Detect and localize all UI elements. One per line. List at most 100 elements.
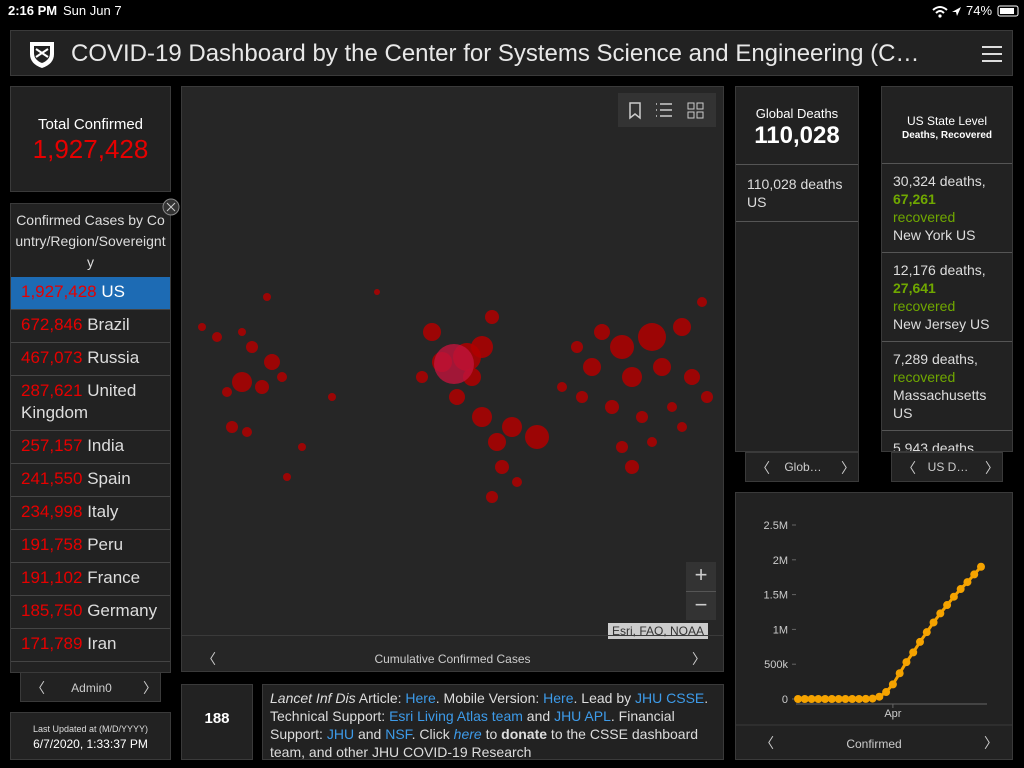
next-button[interactable]: 〉 — [841, 460, 855, 476]
country-row[interactable]: 171,789 Iran — [11, 629, 170, 662]
info-plain: and — [354, 726, 386, 742]
point — [895, 669, 904, 678]
country-count: 287,621 — [21, 381, 83, 400]
next-button[interactable]: 〉 — [985, 460, 999, 476]
deaths-label: deaths, — [939, 173, 986, 189]
country-count: 234,998 — [21, 502, 83, 521]
deaths-value: 110,028 — [747, 176, 797, 192]
point — [827, 694, 836, 703]
status-date: Sun Jun 7 — [63, 3, 122, 18]
info-plain: . Click — [411, 726, 454, 742]
info-plain: Article: — [355, 690, 406, 706]
point — [936, 609, 945, 618]
y-tick-label: 1.5M — [764, 590, 788, 602]
country-count: 185,750 — [21, 601, 83, 620]
y-tick-label: 500k — [764, 659, 788, 671]
info-plain: and — [522, 708, 555, 724]
header-title: COVID-19 Dashboard by the Center for Sys… — [71, 40, 920, 67]
total-value: 1,927,428 — [32, 134, 149, 164]
y-tick-label: 1M — [773, 624, 788, 636]
info-plain: . Financial Support: — [270, 708, 675, 742]
info-link[interactable]: JHU — [326, 726, 355, 742]
info-link[interactable]: Here — [543, 690, 574, 706]
country-row[interactable]: 191,102 France — [11, 563, 170, 596]
expand-button[interactable] — [162, 198, 180, 216]
next-button[interactable]: 〉 — [692, 651, 706, 667]
point — [868, 694, 877, 703]
country-row[interactable]: 185,750 Germany — [11, 596, 170, 629]
map-footer — [182, 635, 723, 636]
global-deaths-nav: 〈 Glob… 〉 — [745, 452, 859, 482]
info-link[interactable]: Here — [405, 690, 436, 706]
info-link[interactable]: JHU CSSE — [635, 690, 705, 706]
country-count: 241,550 — [21, 469, 83, 488]
country-row[interactable]: 241,550 Spain — [11, 464, 170, 497]
info-link[interactable]: Esri Living Atlas team — [389, 708, 523, 724]
recovered-label: recovered — [893, 298, 956, 314]
map-panel: + − Esri, FAO, NOAA 〈 Cumulative Confirm… — [181, 86, 724, 672]
zoom-out[interactable]: − — [686, 591, 716, 621]
country-name: Spain — [87, 469, 131, 488]
point — [909, 648, 918, 657]
state-entry: 12,176 deaths, 27,641 recovered New Jerse… — [882, 253, 1012, 342]
point — [841, 694, 850, 703]
updated-value: 6/7/2020, 1:33:37 PM — [33, 737, 148, 751]
global-deaths-list: 110,028 deaths US — [736, 164, 858, 222]
country-count: 467,073 — [21, 348, 83, 367]
next-button[interactable]: 〉 — [984, 735, 998, 751]
country-count: 672,846 — [21, 315, 83, 334]
point — [807, 694, 816, 703]
menu-button[interactable] — [981, 44, 1003, 64]
info-panel: Lancet Inf Dis Article: Here. Mobile Ver… — [262, 684, 724, 760]
place: New York US — [893, 227, 976, 243]
zoom-in[interactable]: + — [694, 562, 708, 587]
chart: 〈 Confirmed 〉 0 500k 1M 1.5M 2M 2.5M Apr — [736, 520, 1012, 751]
info-linkitalic[interactable]: here — [453, 726, 482, 742]
nav-label: Admin0 — [71, 681, 112, 695]
point — [814, 694, 823, 703]
info-italic: Lancet Inf Dis — [270, 690, 356, 706]
point — [848, 694, 857, 703]
global-deaths-title: Global Deaths — [755, 106, 839, 121]
us-state-subtitle: Deaths, Recovered — [901, 130, 993, 141]
country-row[interactable]: 234,998 Italy — [11, 497, 170, 530]
country-row[interactable]: 672,846 Brazil — [11, 310, 170, 343]
map-tools[interactable] — [618, 93, 716, 127]
country-row[interactable]: 1,927,428 US — [11, 277, 170, 310]
country-row[interactable]: 257,157 India — [11, 431, 170, 464]
country-count: 191,102 — [21, 568, 83, 587]
prev-button[interactable]: 〈 — [756, 460, 770, 476]
deaths-label: deaths — [800, 176, 843, 192]
prev-button[interactable]: 〈 — [902, 460, 916, 476]
country-row[interactable]: 287,621 United Kingdom — [11, 376, 170, 431]
global-deaths-value: 110,028 — [754, 122, 840, 149]
info-plain: . Mobile Version: — [435, 690, 544, 706]
y-tick-label: 2.5M — [764, 520, 788, 532]
info-plain: . Technical Support: — [270, 690, 709, 724]
nav-label: US D… — [927, 460, 969, 474]
us-state-panel: US State Level Deaths, Recovered 30,324 … — [881, 86, 1013, 452]
header: COVID-19 Dashboard by the Center for Sys… — [10, 30, 1013, 76]
zoom-controls: + − — [686, 562, 716, 620]
point — [949, 592, 958, 601]
y-tick-label: 0 — [782, 694, 788, 706]
chart-panel: 〈 Confirmed 〉 0 500k 1M 1.5M 2M 2.5M Apr — [735, 492, 1013, 760]
info-link[interactable]: NSF — [385, 726, 412, 742]
info-link[interactable]: JHU APL — [554, 708, 611, 724]
point — [882, 688, 891, 697]
country-panel: Confirmed Cases by Country/Region/Sovere… — [10, 203, 171, 673]
prev-button[interactable]: 〈 — [202, 651, 216, 667]
point — [861, 694, 870, 703]
death-entry: 110,028 deaths US — [736, 165, 858, 222]
country-row[interactable]: 191,758 Peru — [11, 530, 170, 563]
point — [821, 694, 830, 703]
nav-label: Glob… — [784, 460, 822, 474]
us-state-nav: 〈 US D… 〉 — [891, 452, 1003, 482]
info-plain: to the CSSE dashboard team, and other JH… — [270, 726, 699, 760]
prev-button[interactable]: 〈 — [31, 680, 45, 696]
info-plain: . Lead by — [573, 690, 636, 706]
country-row[interactable]: 467,073 Russia — [11, 343, 170, 376]
prev-button[interactable]: 〈 — [760, 735, 774, 751]
state-entry: 30,324 deaths, 67,261 recovered New York … — [882, 164, 1012, 253]
next-button[interactable]: 〉 — [143, 680, 157, 696]
